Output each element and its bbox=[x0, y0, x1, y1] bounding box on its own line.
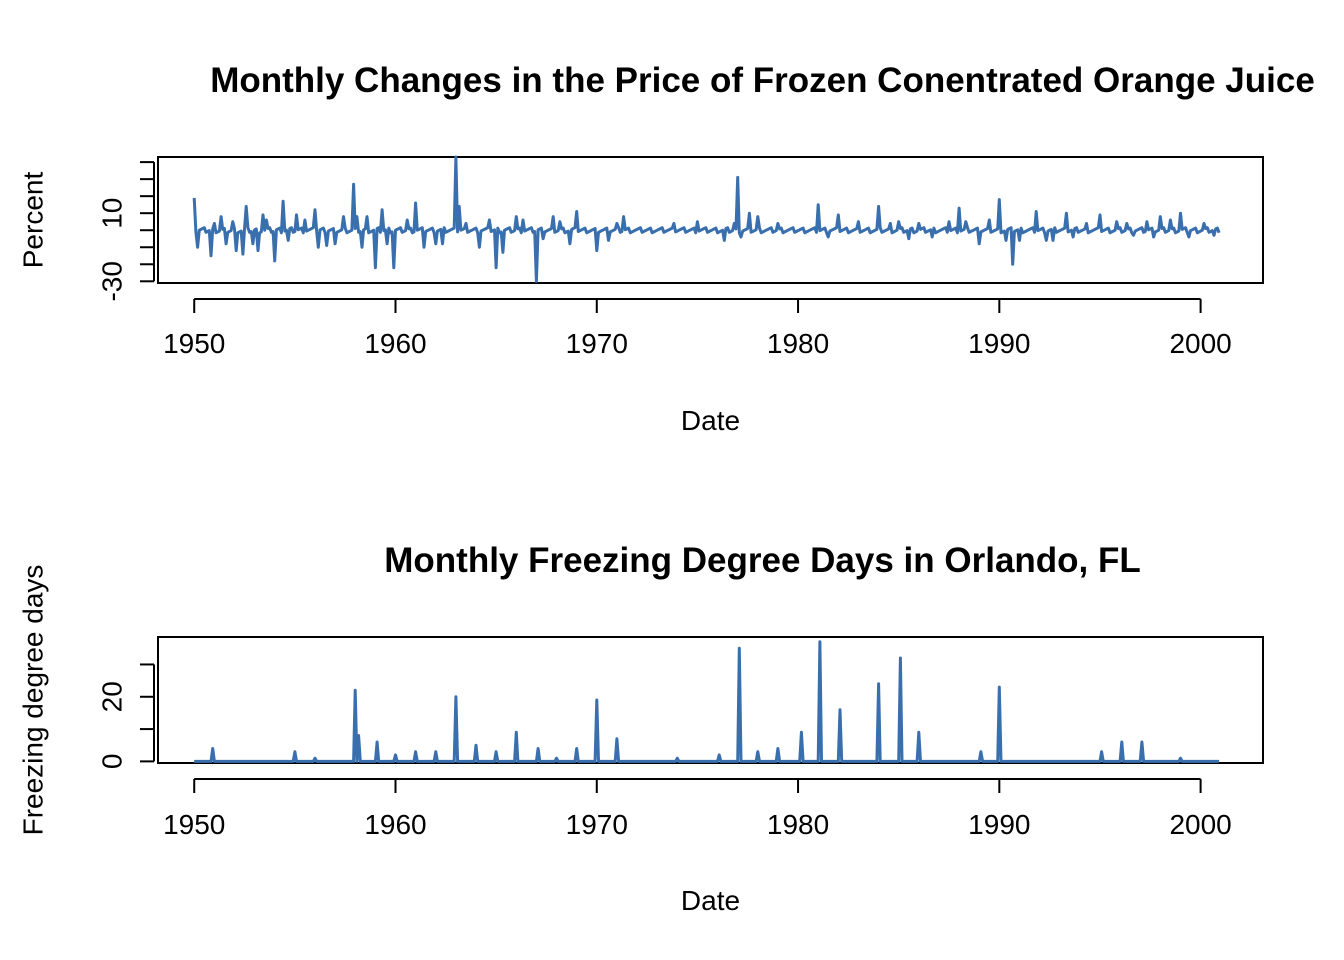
panel2-series-line bbox=[194, 640, 1220, 763]
panel1-x-tick-label: 1970 bbox=[566, 328, 628, 359]
panel1-x-axis-label: Date bbox=[681, 405, 740, 436]
panel2-plot-frame bbox=[157, 636, 1264, 764]
panel2-x-tick-label: 1950 bbox=[163, 809, 225, 840]
panel1-plot-frame bbox=[157, 156, 1264, 284]
panel2-y-tick-label: 20 bbox=[97, 681, 128, 712]
panel1-x-tick-label: 1980 bbox=[767, 328, 829, 359]
panel1-title: Monthly Changes in the Price of Frozen C… bbox=[210, 61, 1315, 100]
panel1-x-tick-label: 1960 bbox=[364, 328, 426, 359]
panel2-x-tick-label: 1980 bbox=[767, 809, 829, 840]
panel1-series-line bbox=[192, 155, 1221, 283]
panel2-x-tick-label: 1960 bbox=[364, 809, 426, 840]
panel1-y-tick-label: -30 bbox=[97, 261, 128, 301]
panel2-x-tick-label: 1990 bbox=[968, 809, 1030, 840]
panel2-y-axis-label: Freezing degree days bbox=[18, 565, 49, 836]
panel1-x-tick-label: 1990 bbox=[968, 328, 1030, 359]
panel1-x-tick-label: 1950 bbox=[163, 328, 225, 359]
panel2-y-tick-label: 0 bbox=[97, 754, 128, 770]
panel1-y-tick-label: 10 bbox=[97, 198, 128, 229]
panel2-x-axis-label: Date bbox=[681, 885, 740, 916]
panel2-title: Monthly Freezing Degree Days in Orlando,… bbox=[384, 541, 1141, 580]
panel1-x-tick-label: 2000 bbox=[1169, 328, 1231, 359]
panel1-y-axis-label: Percent bbox=[18, 172, 49, 269]
panel2-x-tick-label: 2000 bbox=[1169, 809, 1231, 840]
panel2-x-tick-label: 1970 bbox=[566, 809, 628, 840]
